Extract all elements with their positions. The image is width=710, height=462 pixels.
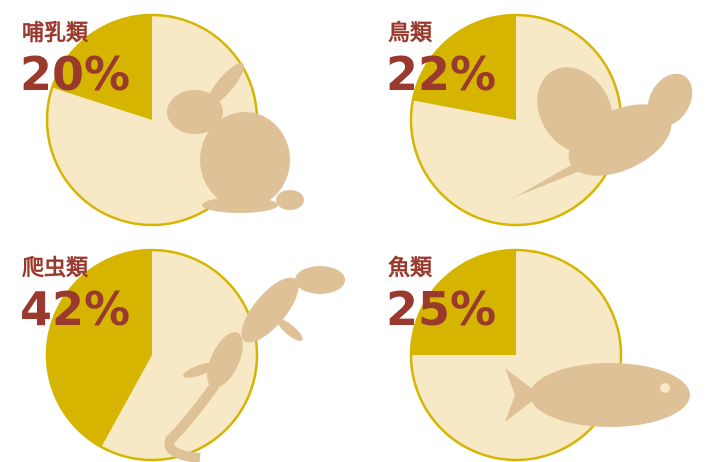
rabbit-icon (167, 62, 304, 213)
pie-slice (52, 15, 152, 120)
pie-slice (411, 250, 516, 355)
chart-title: 魚類 (388, 255, 433, 281)
chart-title: 爬虫類 (22, 255, 89, 281)
bird-icon (510, 67, 693, 200)
value-label: 25% (386, 282, 496, 336)
pie-slice (46, 250, 152, 448)
fish-icon (505, 363, 690, 427)
pie-slice (412, 15, 516, 120)
lizard-icon (164, 266, 345, 462)
value-label: 20% (20, 47, 130, 101)
chart-title: 哺乳類 (22, 20, 89, 46)
value-label: 22% (386, 47, 496, 101)
value-label: 42% (20, 282, 130, 336)
chart-title: 鳥類 (388, 20, 433, 46)
